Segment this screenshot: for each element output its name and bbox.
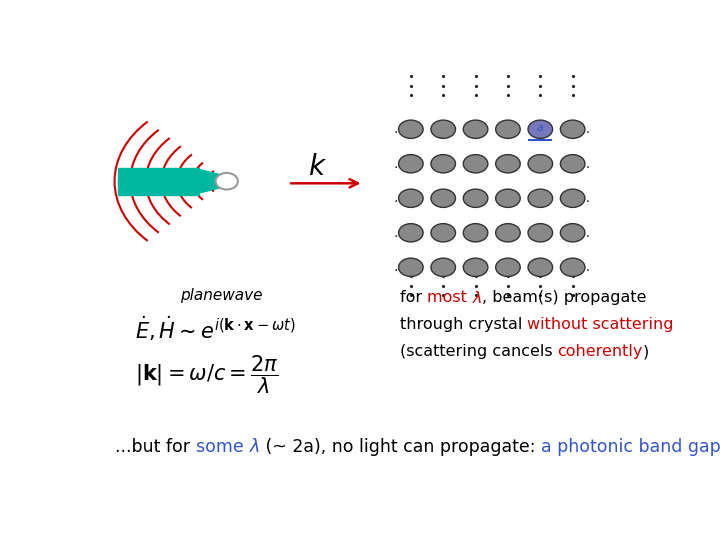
Text: ): ) xyxy=(643,344,649,359)
Circle shape xyxy=(431,258,456,276)
Text: ...: ... xyxy=(577,157,590,171)
Bar xyxy=(118,168,199,195)
Circle shape xyxy=(528,189,552,207)
Circle shape xyxy=(560,224,585,242)
Circle shape xyxy=(463,258,488,276)
Circle shape xyxy=(399,189,423,207)
Circle shape xyxy=(495,258,521,276)
Circle shape xyxy=(215,173,238,190)
Text: coherently: coherently xyxy=(557,344,643,359)
Circle shape xyxy=(528,258,552,276)
Circle shape xyxy=(495,120,521,138)
Text: $|\mathbf{k}| = \omega/c = \dfrac{2\pi}{\lambda}$: $|\mathbf{k}| = \omega/c = \dfrac{2\pi}{… xyxy=(135,353,278,396)
Text: (~ 2a), no light can propagate:: (~ 2a), no light can propagate: xyxy=(260,438,541,456)
Text: some: some xyxy=(196,438,249,456)
Text: planewave: planewave xyxy=(180,288,262,303)
Text: $\lambda$: $\lambda$ xyxy=(249,438,260,456)
Text: ...: ... xyxy=(577,260,590,274)
Circle shape xyxy=(399,258,423,276)
Circle shape xyxy=(399,154,423,173)
Text: ...: ... xyxy=(393,260,406,274)
Text: through crystal: through crystal xyxy=(400,317,527,332)
Text: ...: ... xyxy=(393,157,406,171)
Text: ...: ... xyxy=(577,122,590,136)
Text: ...: ... xyxy=(393,122,406,136)
Circle shape xyxy=(431,224,456,242)
Circle shape xyxy=(528,224,552,242)
Text: $\dot{E},\dot{H} \sim e^{i(\mathbf{k}\cdot\mathbf{x}-\omega t)}$: $\dot{E},\dot{H} \sim e^{i(\mathbf{k}\cd… xyxy=(135,314,295,343)
Text: $\lambda$: $\lambda$ xyxy=(472,289,482,306)
Text: $k$: $k$ xyxy=(307,153,327,181)
Text: , beam(s) propagate: , beam(s) propagate xyxy=(482,290,647,305)
Text: ...: ... xyxy=(393,191,406,205)
Circle shape xyxy=(528,120,552,138)
Circle shape xyxy=(560,120,585,138)
Text: ...: ... xyxy=(577,226,590,240)
Text: a photonic band gap: a photonic band gap xyxy=(541,438,720,456)
Circle shape xyxy=(495,154,521,173)
Text: for: for xyxy=(400,290,427,305)
Circle shape xyxy=(431,189,456,207)
Circle shape xyxy=(560,189,585,207)
Circle shape xyxy=(463,154,488,173)
Text: $a$: $a$ xyxy=(536,123,544,133)
Text: without scattering: without scattering xyxy=(527,317,674,332)
Text: most: most xyxy=(427,290,472,305)
Circle shape xyxy=(463,120,488,138)
Circle shape xyxy=(528,154,552,173)
Text: ...but for: ...but for xyxy=(115,438,196,456)
Circle shape xyxy=(431,154,456,173)
Text: ...: ... xyxy=(577,191,590,205)
Circle shape xyxy=(560,258,585,276)
Circle shape xyxy=(463,189,488,207)
Circle shape xyxy=(431,120,456,138)
Circle shape xyxy=(399,224,423,242)
Circle shape xyxy=(463,224,488,242)
Circle shape xyxy=(399,120,423,138)
Circle shape xyxy=(495,189,521,207)
Text: ...: ... xyxy=(393,226,406,240)
Circle shape xyxy=(560,154,585,173)
Text: (scattering cancels: (scattering cancels xyxy=(400,344,557,359)
Polygon shape xyxy=(199,170,227,193)
Circle shape xyxy=(495,224,521,242)
